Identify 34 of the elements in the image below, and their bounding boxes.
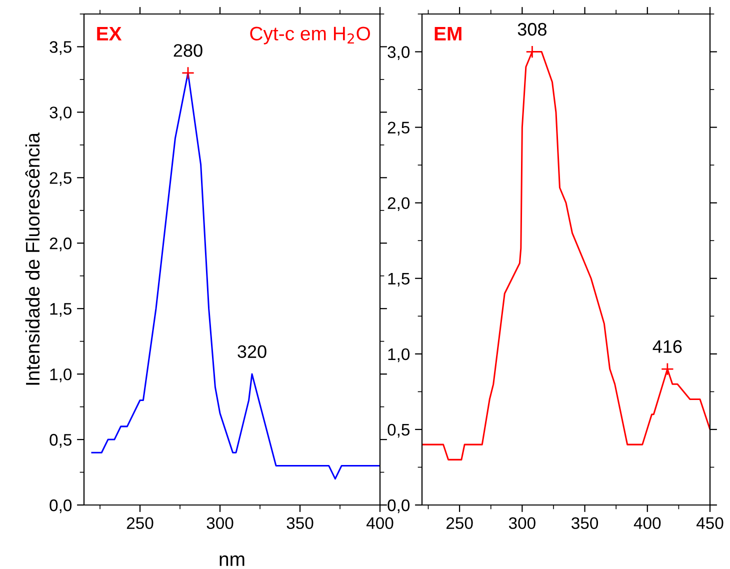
x-tick-label: 300 [206, 517, 234, 530]
x-tick-label: 300 [508, 517, 536, 530]
annotation: 280 [174, 44, 202, 57]
x-tick-label: 250 [446, 517, 473, 530]
y-tick-label: 3,0 [50, 106, 72, 120]
y-tick-label: 0,0 [50, 499, 72, 514]
y-tick-label: 0,5 [388, 424, 410, 438]
x-tick-label: 350 [572, 517, 598, 530]
y-axis-title: Intensidade de Fluorescência [25, 132, 40, 385]
x-tick-label: 250 [126, 517, 154, 530]
text: EM [434, 26, 462, 40]
y-tick-label: 2,0 [50, 238, 72, 252]
y-tick-label: 1,5 [388, 272, 410, 287]
x-tick-label: 450 [696, 517, 724, 530]
y-tick-label: 2,5 [50, 172, 72, 186]
y-tick-label: 3,0 [388, 46, 410, 60]
text: EX [97, 26, 122, 40]
line-series [91, 72, 380, 480]
y-tick-label: 2,0 [388, 197, 410, 212]
y-tick-label: 2,5 [388, 122, 410, 136]
y-tick-label: 0,5 [50, 434, 72, 448]
y-tick-label: 1,5 [50, 303, 72, 317]
x-tick-label: 350 [286, 517, 314, 530]
y-tick-label: 1,0 [388, 348, 410, 362]
x-tick-label: 400 [634, 517, 661, 530]
annotation: 416 [652, 340, 682, 353]
y-tick-label: 0,0 [388, 499, 410, 514]
annotation: 308 [518, 22, 546, 36]
x-tick-label: 400 [366, 517, 394, 530]
annotation: 320 [238, 345, 266, 358]
y-tick-label: 1,0 [50, 368, 72, 382]
x-axis-title: nm [220, 555, 244, 566]
annotation: Cyt-c em H$_{2}$O [250, 26, 370, 44]
y-tick-label: 3,5 [50, 41, 72, 55]
